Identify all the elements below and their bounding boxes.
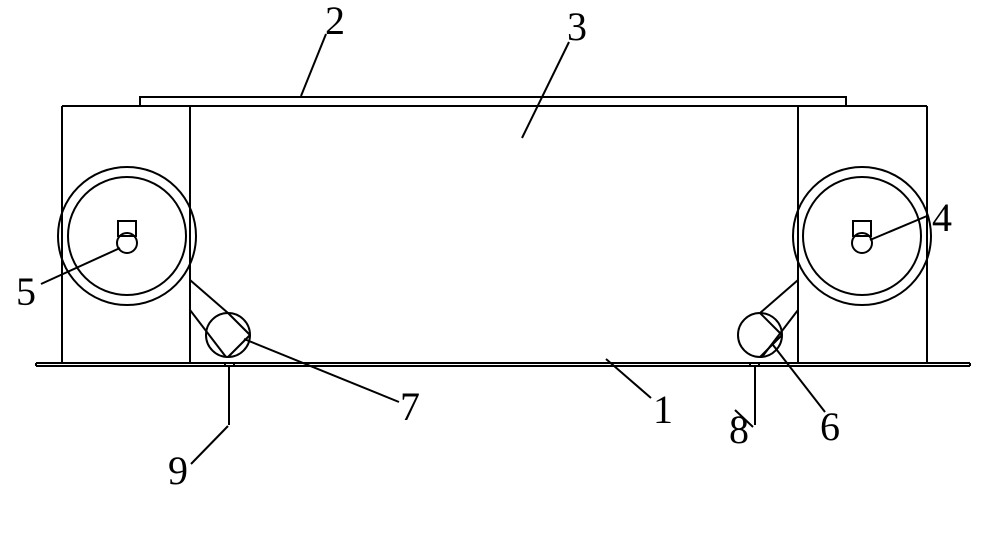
left-wheel (58, 167, 196, 305)
label-2: 2 (325, 1, 345, 41)
right-tensioner (738, 280, 798, 425)
diagram-svg (0, 0, 1000, 541)
left-tensioner (190, 280, 250, 425)
right-wheel (793, 167, 931, 305)
label-1: 1 (653, 390, 673, 430)
label-4: 4 (932, 198, 952, 238)
label-3: 3 (567, 7, 587, 47)
label-5: 5 (16, 272, 36, 312)
label-6: 6 (820, 407, 840, 447)
left-column (62, 106, 190, 363)
top-plate (140, 97, 846, 106)
right-column (798, 106, 927, 363)
label-7: 7 (400, 387, 420, 427)
technical-diagram: 2 3 4 5 7 1 6 8 9 (0, 0, 1000, 541)
label-8: 8 (729, 410, 749, 450)
label-9: 9 (168, 451, 188, 491)
base-plate (36, 363, 970, 366)
